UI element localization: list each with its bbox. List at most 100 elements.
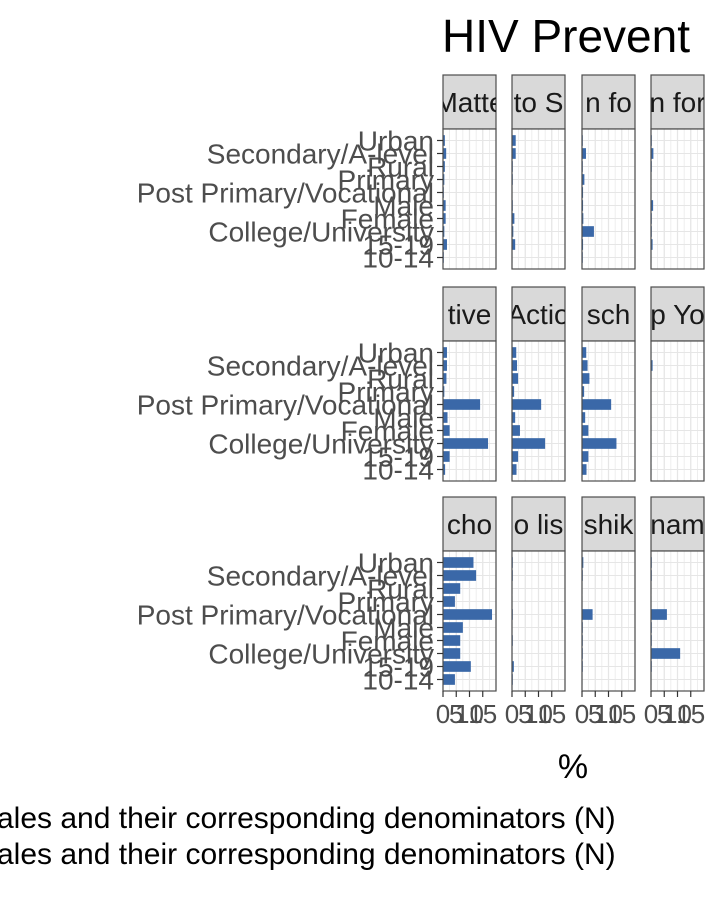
x-tick-label: 15 bbox=[537, 699, 566, 729]
bar bbox=[443, 161, 445, 172]
facet-strip bbox=[511, 496, 566, 552]
category-label: College/University bbox=[208, 639, 434, 670]
bar bbox=[443, 609, 493, 620]
category-label: Urban bbox=[358, 126, 434, 157]
category-label: Primary bbox=[338, 165, 434, 196]
facet-strip-label: tive bbox=[448, 299, 492, 330]
bar bbox=[582, 148, 586, 159]
panel-border bbox=[581, 128, 636, 270]
facet-strip-label: cho bbox=[447, 509, 492, 540]
bar bbox=[512, 425, 520, 436]
panel-border bbox=[581, 340, 636, 482]
x-tick-label: 10 bbox=[594, 699, 623, 729]
category-label: Secondary/A-level bbox=[207, 139, 434, 170]
category-label: Female bbox=[341, 626, 434, 657]
category-label: Post Primary/Vocational bbox=[137, 390, 434, 421]
bar bbox=[443, 557, 474, 568]
facet-panel: to S bbox=[511, 74, 566, 270]
bar bbox=[443, 622, 463, 633]
bar bbox=[443, 438, 489, 449]
facet-strip bbox=[511, 286, 566, 342]
facet-strip bbox=[511, 74, 566, 130]
bar bbox=[443, 635, 461, 646]
bar bbox=[443, 239, 447, 250]
bar bbox=[582, 174, 585, 185]
category-label: 10-14 bbox=[362, 243, 434, 274]
facet-panel: n fo bbox=[581, 74, 636, 270]
facet-strip bbox=[581, 286, 636, 342]
x-tick-label: 0 bbox=[644, 699, 658, 729]
x-tick-label: 5 bbox=[518, 699, 532, 729]
bar bbox=[443, 135, 445, 146]
category-label: College/University bbox=[208, 217, 434, 248]
bar bbox=[443, 360, 447, 371]
chart-title: HIV Prevent bbox=[442, 10, 690, 62]
panel-border bbox=[442, 340, 497, 482]
bar bbox=[443, 412, 448, 423]
facet-strip-label: n for bbox=[649, 87, 705, 118]
facet-panel: MatteUrbanSecondary/A-levelRuralPrimaryP… bbox=[137, 74, 504, 274]
x-tick-label: 5 bbox=[588, 699, 602, 729]
bar bbox=[512, 438, 546, 449]
facet-strip-label: nam bbox=[650, 509, 704, 540]
facet-strip-label: to S bbox=[514, 87, 564, 118]
bar bbox=[512, 412, 516, 423]
x-tick-label: 10 bbox=[455, 699, 484, 729]
category-label: Rural bbox=[367, 364, 434, 395]
x-tick-label: 15 bbox=[676, 699, 705, 729]
x-tick-label: 0 bbox=[505, 699, 519, 729]
bar bbox=[582, 438, 617, 449]
facet-strip-label: n fo bbox=[585, 87, 632, 118]
facet-panel: tive UrbanSecondary/A-levelRuralPrimaryPo… bbox=[137, 286, 497, 486]
bar bbox=[651, 200, 654, 211]
bar bbox=[582, 373, 590, 384]
bar bbox=[443, 425, 450, 436]
bar bbox=[582, 425, 589, 436]
bar bbox=[443, 213, 446, 224]
bar bbox=[651, 609, 667, 620]
facet-panels: MatteUrbanSecondary/A-levelRuralPrimaryP… bbox=[137, 74, 705, 729]
bar bbox=[582, 412, 586, 423]
facet-panel: n for bbox=[649, 74, 705, 270]
category-label: Post Primary/Vocational bbox=[137, 600, 434, 631]
bar bbox=[651, 648, 681, 659]
bar bbox=[443, 583, 461, 594]
category-label: 10-14 bbox=[362, 665, 434, 696]
bar bbox=[443, 674, 455, 685]
bar bbox=[582, 386, 585, 397]
bar bbox=[512, 148, 516, 159]
facet-panel: p Yo bbox=[650, 286, 705, 482]
caption-line-1: ales and their corresponding denominator… bbox=[0, 802, 616, 835]
facet-strip bbox=[650, 496, 705, 552]
bar bbox=[512, 399, 542, 410]
bar bbox=[443, 596, 455, 607]
bar bbox=[443, 200, 446, 211]
bar bbox=[651, 239, 653, 250]
category-label: College/University bbox=[208, 429, 434, 460]
x-tick-label: 5 bbox=[449, 699, 463, 729]
facet-strip-label: Actio bbox=[507, 299, 569, 330]
bar bbox=[512, 386, 515, 397]
bar bbox=[443, 226, 445, 237]
category-label: 10-14 bbox=[362, 455, 434, 486]
facet-strip-label: Matte bbox=[434, 87, 504, 118]
bar bbox=[512, 373, 519, 384]
bar bbox=[512, 239, 516, 250]
bar bbox=[512, 451, 519, 462]
category-label: Primary bbox=[338, 587, 434, 618]
caption-line-2: ales and their corresponding denominator… bbox=[0, 838, 616, 871]
bar bbox=[512, 464, 517, 475]
facet-panel: sch bbox=[581, 286, 636, 482]
bar bbox=[582, 226, 594, 237]
x-axis-title: % bbox=[558, 748, 588, 786]
bar bbox=[512, 360, 518, 371]
bar bbox=[443, 648, 461, 659]
panel-border bbox=[511, 340, 566, 482]
category-label: 15-19 bbox=[362, 652, 434, 683]
bar bbox=[443, 570, 477, 581]
category-label: Post Primary/Vocational bbox=[137, 178, 434, 209]
bar bbox=[582, 360, 588, 371]
category-label: Female bbox=[341, 416, 434, 447]
